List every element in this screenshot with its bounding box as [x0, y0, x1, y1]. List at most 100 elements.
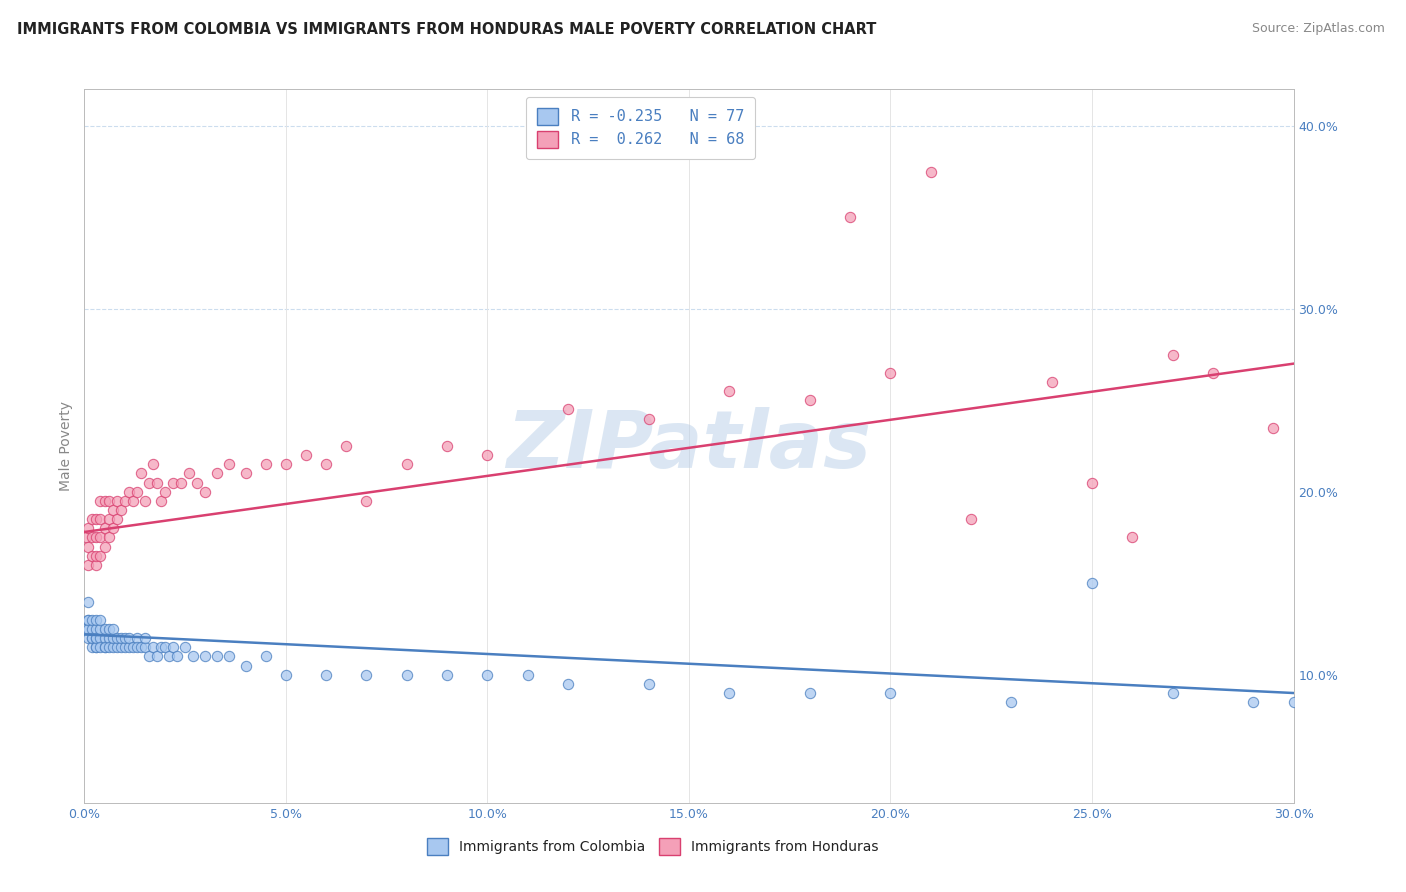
- Point: [1241, 695, 1264, 709]
- Point: [110, 640, 132, 655]
- Point: [149, 640, 172, 655]
- Point: [207, 649, 229, 664]
- Point: [1081, 475, 1104, 490]
- Point: [86, 631, 108, 645]
- Point: [235, 658, 257, 673]
- Point: [718, 686, 741, 700]
- Point: [93, 631, 115, 645]
- Point: [77, 631, 100, 645]
- Point: [114, 640, 136, 655]
- Point: [174, 640, 197, 655]
- Point: [134, 494, 156, 508]
- Point: [86, 613, 108, 627]
- Point: [86, 558, 108, 572]
- Point: [718, 384, 741, 398]
- Point: [110, 503, 132, 517]
- Point: [637, 411, 659, 425]
- Point: [93, 521, 115, 535]
- Point: [82, 631, 104, 645]
- Point: [557, 402, 579, 417]
- Point: [129, 467, 152, 481]
- Point: [235, 467, 257, 481]
- Point: [395, 667, 418, 681]
- Point: [97, 494, 120, 508]
- Point: [101, 640, 124, 655]
- Point: [86, 549, 108, 563]
- Point: [97, 531, 120, 545]
- Point: [93, 540, 115, 554]
- Point: [89, 622, 111, 636]
- Point: [274, 458, 297, 472]
- Point: [77, 540, 100, 554]
- Point: [138, 649, 160, 664]
- Point: [166, 649, 188, 664]
- Point: [356, 667, 378, 681]
- Point: [477, 448, 499, 462]
- Point: [335, 439, 357, 453]
- Point: [86, 531, 108, 545]
- Point: [93, 640, 115, 655]
- Point: [254, 458, 277, 472]
- Point: [218, 649, 240, 664]
- Point: [82, 640, 104, 655]
- Point: [194, 649, 217, 664]
- Point: [129, 640, 152, 655]
- Point: [77, 558, 100, 572]
- Point: [125, 640, 148, 655]
- Text: Source: ZipAtlas.com: Source: ZipAtlas.com: [1251, 22, 1385, 36]
- Point: [1282, 695, 1305, 709]
- Point: [93, 494, 115, 508]
- Point: [101, 631, 124, 645]
- Point: [77, 622, 100, 636]
- Point: [207, 467, 229, 481]
- Point: [97, 622, 120, 636]
- Point: [153, 640, 176, 655]
- Point: [146, 475, 169, 490]
- Point: [77, 521, 100, 535]
- Point: [153, 484, 176, 499]
- Point: [254, 649, 277, 664]
- Point: [125, 631, 148, 645]
- Point: [97, 512, 120, 526]
- Point: [1081, 576, 1104, 591]
- Point: [1000, 695, 1022, 709]
- Point: [118, 484, 141, 499]
- Point: [118, 631, 141, 645]
- Point: [315, 458, 337, 472]
- Point: [105, 494, 128, 508]
- Point: [105, 640, 128, 655]
- Point: [82, 512, 104, 526]
- Point: [1121, 531, 1143, 545]
- Point: [315, 667, 337, 681]
- Point: [114, 631, 136, 645]
- Point: [82, 531, 104, 545]
- Point: [77, 594, 100, 608]
- Point: [477, 667, 499, 681]
- Point: [75, 531, 97, 545]
- Point: [121, 494, 143, 508]
- Point: [879, 366, 901, 380]
- Point: [93, 640, 115, 655]
- Point: [179, 467, 201, 481]
- Point: [89, 531, 111, 545]
- Text: IMMIGRANTS FROM COLOMBIA VS IMMIGRANTS FROM HONDURAS MALE POVERTY CORRELATION CH: IMMIGRANTS FROM COLOMBIA VS IMMIGRANTS F…: [17, 22, 876, 37]
- Point: [295, 448, 318, 462]
- Point: [82, 622, 104, 636]
- Text: ZIPatlas: ZIPatlas: [506, 407, 872, 485]
- Point: [162, 475, 184, 490]
- Point: [89, 512, 111, 526]
- Point: [218, 458, 240, 472]
- Point: [436, 439, 458, 453]
- Point: [86, 640, 108, 655]
- Point: [138, 475, 160, 490]
- Point: [1161, 686, 1184, 700]
- Point: [194, 484, 217, 499]
- Point: [110, 631, 132, 645]
- Point: [77, 613, 100, 627]
- Point: [274, 667, 297, 681]
- Point: [799, 393, 821, 408]
- Point: [86, 640, 108, 655]
- Point: [89, 549, 111, 563]
- Legend: Immigrants from Colombia, Immigrants from Honduras: Immigrants from Colombia, Immigrants fro…: [422, 833, 884, 860]
- Point: [134, 631, 156, 645]
